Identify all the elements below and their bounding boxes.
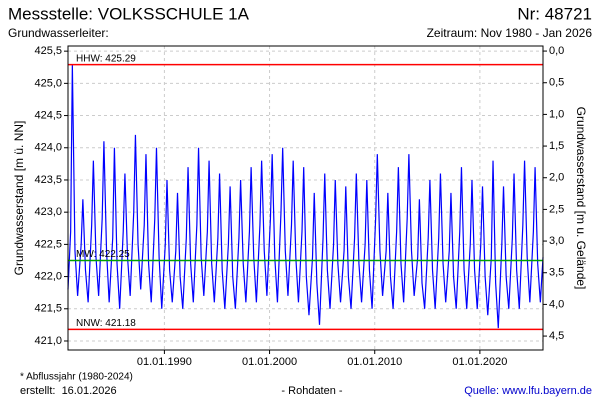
y2-tick-label: 1,5 <box>549 140 564 152</box>
reference-label: MW: 422.25 <box>76 249 130 260</box>
source: Quelle: www.lfu.bayern.de <box>464 385 592 397</box>
data-kind: - Rohdaten - <box>281 385 342 397</box>
y-axis-label: Grundwasserstand [m ü. NN] <box>12 121 26 276</box>
y-tick-label: 425,5 <box>34 45 62 57</box>
x-tick-label: 01.01.1990 <box>137 356 192 368</box>
y2-tick-label: 4,0 <box>549 298 564 310</box>
y-tick-label: 422,0 <box>34 270 62 282</box>
y2-tick-label: 4,5 <box>549 330 564 342</box>
y-tick-label: 421,5 <box>34 303 62 315</box>
y-tick-label: 425,0 <box>34 77 62 89</box>
x-tick-label: 01.01.2000 <box>242 356 297 368</box>
period: Zeitraum: Nov 1980 - Jan 2026 <box>427 26 593 40</box>
y-tick-label: 423,5 <box>34 174 62 186</box>
y2-tick-label: 3,0 <box>549 235 564 247</box>
plot-frame <box>67 45 544 351</box>
reference-label: NNW: 421.18 <box>76 318 136 329</box>
chart-title: Messstelle: VOLKSSCHULE 1A <box>8 4 250 23</box>
y2-tick-label: 3,5 <box>549 267 564 279</box>
footnote: * Abflussjahr (1980-2024) <box>20 372 133 383</box>
y2-tick-label: 2,0 <box>549 172 564 184</box>
reference-label: HHW: 425.29 <box>76 53 136 64</box>
x-tick-label: 01.01.2020 <box>452 356 507 368</box>
created-date: erstellt: 16.01.2026 <box>20 385 117 397</box>
station-number: Nr: 48721 <box>517 4 592 23</box>
y2-tick-label: 0,0 <box>549 45 564 57</box>
y-tick-label: 422,5 <box>34 238 62 250</box>
subtitle: Grundwasserleiter: <box>8 26 109 40</box>
y2-axis-label: Grundwasserstand [m u. Gelände] <box>574 107 588 290</box>
water-level-line <box>67 64 544 329</box>
y-tick-label: 424,0 <box>34 142 62 154</box>
y2-tick-label: 2,5 <box>549 203 564 215</box>
y2-tick-label: 1,0 <box>549 108 564 120</box>
y-tick-label: 424,5 <box>34 109 62 121</box>
y2-tick-label: 0,5 <box>549 77 564 89</box>
y-tick-label: 423,0 <box>34 206 62 218</box>
x-tick-label: 01.01.2010 <box>347 356 402 368</box>
y-tick-label: 421,0 <box>34 335 62 347</box>
